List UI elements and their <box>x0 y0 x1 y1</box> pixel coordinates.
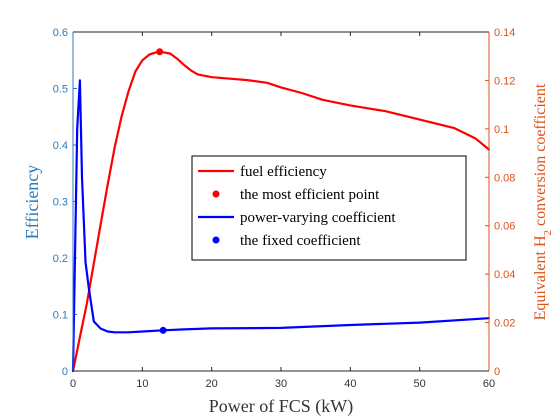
x-tick-label: 60 <box>483 378 495 390</box>
legend-label: the fixed coefficient <box>240 233 361 249</box>
left-tick-label: 0.4 <box>53 140 68 152</box>
right-axis-label: Equivalent H2 conversion coefficient <box>532 83 554 320</box>
left-axis-ticks: 0 0.1 0.2 0.3 0.4 0.5 0.6 <box>53 27 77 378</box>
right-tick-label: 0.04 <box>494 269 515 281</box>
left-tick-label: 0.1 <box>53 310 68 322</box>
right-tick-label: 0.1 <box>494 124 509 136</box>
right-tick-label: 0.06 <box>494 221 515 233</box>
right-tick-label: 0.08 <box>494 172 515 184</box>
legend-box <box>191 155 467 261</box>
right-tick-label: 0.12 <box>494 75 515 87</box>
left-tick-label: 0.6 <box>53 27 68 39</box>
right-tick-label: 0.14 <box>494 27 515 39</box>
x-tick-label: 20 <box>206 378 218 390</box>
legend-label: the most efficient point <box>240 187 380 203</box>
series-line-2 <box>71 79 491 373</box>
legend-label: power-varying coefficient <box>240 210 396 226</box>
x-tick-label: 30 <box>275 378 287 390</box>
right-tick-label: 0.02 <box>494 318 515 330</box>
left-tick-label: 0.3 <box>53 197 68 209</box>
left-tick-label: 0.2 <box>53 253 68 265</box>
x-axis-label: Power of FCS (kW) <box>209 396 354 417</box>
x-tick-label: 10 <box>136 378 148 390</box>
marker-point-2 <box>159 326 167 334</box>
x-axis-ticks: 0 10 20 30 40 50 60 <box>70 32 495 390</box>
axes-frame <box>72 31 490 372</box>
marker-point-1 <box>156 48 164 56</box>
legend-marker-swatch <box>212 236 220 244</box>
legend-label: fuel efficiency <box>240 164 327 180</box>
series-line-1 <box>71 50 491 373</box>
left-tick-label: 0 <box>62 366 68 378</box>
x-tick-label: 40 <box>344 378 356 390</box>
left-tick-label: 0.5 <box>53 84 68 96</box>
series-layer <box>71 48 491 373</box>
right-tick-label: 0 <box>494 366 500 378</box>
legend-marker-swatch <box>212 190 220 198</box>
legend: fuel efficiency the most efficient point p… <box>191 155 467 261</box>
left-axis-label: Efficiency <box>22 165 42 240</box>
x-tick-label: 0 <box>70 378 76 390</box>
right-axis-ticks: 0 0.02 0.04 0.06 0.08 0.1 0.12 0.14 <box>485 27 515 378</box>
x-tick-label: 50 <box>414 378 426 390</box>
